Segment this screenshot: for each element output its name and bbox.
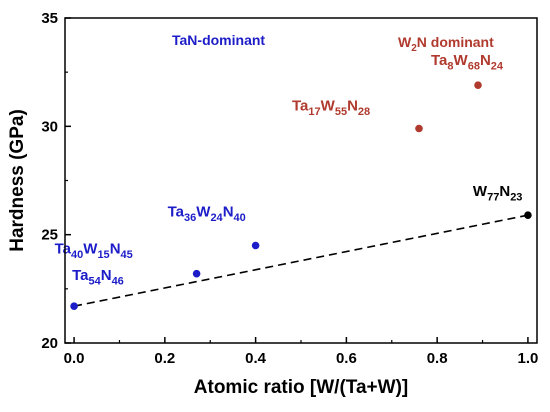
data-point-label: Ta40W15N45 [55, 241, 133, 262]
region-annotation-w2n: W2N dominant [398, 34, 494, 54]
data-point [70, 302, 78, 310]
data-point-label: Ta54N46 [72, 267, 124, 288]
region-annotation-tan: TaN-dominant [172, 32, 265, 48]
chart-marks: Ta54N46 Ta40W15N45 Ta36W24N40 Ta17W55N28 Ta8… [55, 32, 532, 310]
y-tick-label: 35 [41, 10, 58, 27]
data-point-label: W77N23 [473, 183, 523, 204]
data-point-label: Ta17W55N28 [292, 98, 370, 119]
trend-line [73, 214, 529, 307]
data-point [524, 211, 532, 219]
x-axis-title: Atomic ratio [W/(Ta+W)] [194, 377, 408, 398]
x-tick-label: 1.0 [517, 350, 538, 367]
data-point [251, 241, 260, 250]
y-tick-label: 25 [41, 227, 58, 244]
axes: 0.0 0.2 0.4 0.6 0.8 1.0 20 25 30 35 [41, 10, 538, 367]
data-point [415, 124, 423, 133]
x-tick-label: 0.6 [336, 350, 357, 367]
y-axis-title: Hardness (GPa) [7, 109, 28, 252]
data-point [192, 269, 201, 278]
data-point-label: Ta8W68N24 [431, 52, 504, 73]
y-tick-label: 30 [41, 118, 58, 135]
x-tick-label: 0.2 [154, 350, 175, 367]
y-tick-label: 20 [41, 335, 58, 352]
x-tick-label: 0.0 [64, 350, 85, 367]
data-point-label: Ta36W24N40 [168, 204, 246, 225]
data-point [474, 81, 482, 89]
x-tick-label: 0.4 [245, 350, 267, 367]
x-tick-label: 0.8 [427, 350, 448, 367]
